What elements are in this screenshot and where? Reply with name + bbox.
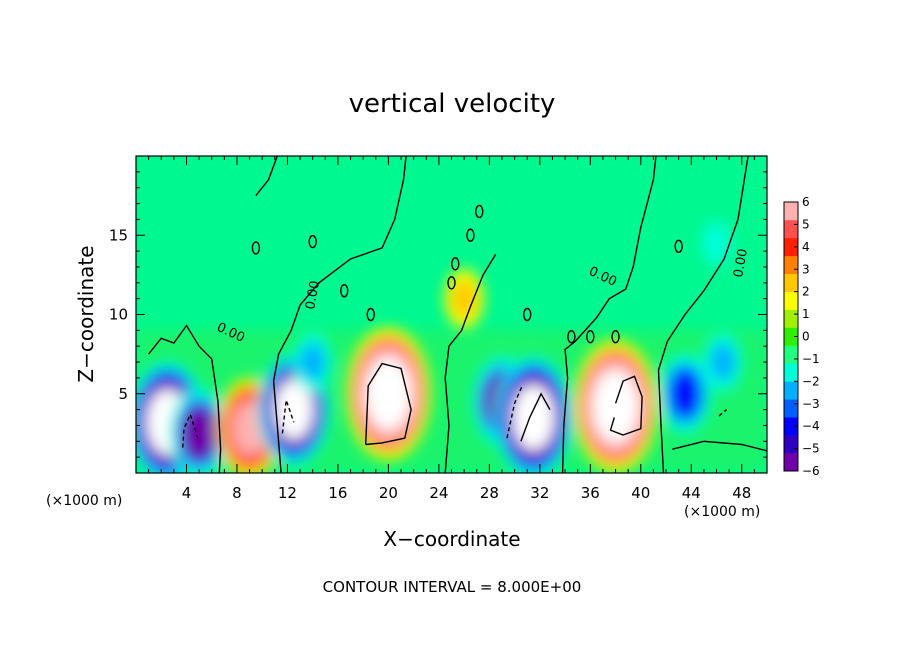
contour-island: [475, 204, 484, 219]
colorbar-swatch: [784, 202, 798, 221]
field-cell: [592, 370, 639, 443]
colorbar-swatch: [784, 381, 798, 400]
x-axis: 4 8 12 16 20 24 28 32 36 40 44 48: [148, 156, 755, 502]
x-tick-label: 48: [732, 484, 751, 502]
contour-line: [365, 362, 412, 446]
contour-line: [272, 156, 407, 473]
colorbar-swatch: [784, 417, 798, 436]
x-unit-left: (×1000 m): [46, 493, 122, 509]
contour-label: 0.00: [303, 280, 323, 311]
colorbar-swatch: [784, 327, 798, 346]
x-tick-label: 32: [530, 484, 549, 502]
contour-line-negative: [506, 385, 523, 439]
x-tick-label: 44: [682, 484, 701, 502]
contour-line: [148, 324, 222, 473]
field-cell: [705, 227, 728, 259]
x-tick-label: 16: [328, 484, 347, 502]
colorbar-swatch: [784, 237, 798, 257]
colorbar-swatch: [784, 309, 798, 328]
x-unit-right: (×1000 m): [684, 504, 760, 520]
contour-line: [672, 440, 767, 452]
colorbar-tick-label: 6: [802, 195, 810, 209]
colorbar-tick-label: 2: [802, 285, 810, 299]
contour-island: [447, 276, 456, 290]
x-tick-label: 4: [182, 484, 192, 502]
contour-line: [561, 156, 657, 473]
contour-lines: [148, 156, 767, 473]
colorbar-tick-label: −1: [802, 352, 820, 366]
colorbar-tick-label: −3: [802, 397, 820, 411]
chart-title: vertical velocity: [349, 89, 556, 119]
colorbar-swatch: [784, 219, 798, 239]
x-tick-label: 12: [278, 484, 297, 502]
colorbar-swatch: [784, 453, 798, 472]
x-axis-label: X−coordinate: [383, 527, 520, 551]
contour-label: 0.00: [731, 248, 751, 279]
colorbar-tick-label: −2: [802, 374, 820, 388]
colorbar-swatch: [784, 291, 798, 310]
plot-area: [136, 156, 767, 473]
field-cell: [183, 408, 215, 458]
y-tick-label: 15: [109, 226, 128, 244]
field-cell: [365, 358, 412, 430]
colorbar-tick-label: 5: [802, 217, 810, 231]
field-cell: [300, 343, 326, 381]
contour-island: [308, 234, 317, 249]
field-cell: [274, 379, 314, 440]
colorbar-tick-label: −4: [802, 419, 820, 433]
colorbar-swatch: [784, 345, 798, 364]
y-tick-label: 10: [109, 306, 128, 324]
colorbar-tick-label: 4: [802, 240, 810, 254]
colorbar-swatch: [784, 273, 798, 292]
field-cell: [451, 279, 477, 318]
contour-line-negative: [182, 412, 199, 448]
contour-island: [674, 239, 683, 254]
contour-island: [567, 329, 576, 344]
y-tick-label: 5: [118, 385, 128, 403]
x-tick-label: 20: [379, 484, 398, 502]
contour-island: [523, 307, 532, 322]
colorbar-tick-label: 1: [802, 307, 810, 321]
x-tick-label: 24: [429, 484, 448, 502]
contour-island: [366, 307, 375, 322]
colorbar-tick-label: −6: [802, 464, 820, 478]
contour-line-negative: [281, 399, 295, 434]
footer-note: CONTOUR INTERVAL = 8.000E+00: [323, 578, 582, 596]
colorbar-swatch: [784, 255, 798, 275]
contour-line: [444, 253, 497, 473]
contour-island: [340, 284, 349, 298]
contour-island: [451, 257, 460, 271]
contour-island: [611, 329, 620, 344]
colorbar-tick-label: 0: [802, 330, 810, 344]
contour-line: [255, 156, 278, 197]
x-tick-label: 28: [480, 484, 499, 502]
x-tick-label: 8: [232, 484, 242, 502]
colorbar-tick-label: 3: [802, 262, 810, 276]
colorbar: 6 5 4 3 2 1 0 −1 −2 −3 −4 −5 −6: [783, 195, 820, 478]
contour-line: [609, 375, 643, 436]
contour-line-negative: [718, 409, 728, 417]
x-tick-label: 40: [631, 484, 650, 502]
colorbar-swatch: [784, 399, 798, 418]
colorbar-swatch: [784, 363, 798, 382]
y-axis: 5 10 15: [109, 171, 767, 458]
colorbar-tick-label: −5: [802, 442, 820, 456]
field-cell: [670, 371, 700, 417]
colorbar-swatch: [784, 435, 798, 454]
y-axis-label: Z−coordinate: [74, 245, 98, 382]
field-cell: [710, 343, 736, 381]
x-tick-label: 36: [581, 484, 600, 502]
contour-island: [586, 329, 595, 344]
contour-island: [466, 228, 475, 242]
contour-island: [251, 241, 261, 255]
contour-line: [657, 156, 749, 473]
contour-line: [520, 392, 551, 442]
